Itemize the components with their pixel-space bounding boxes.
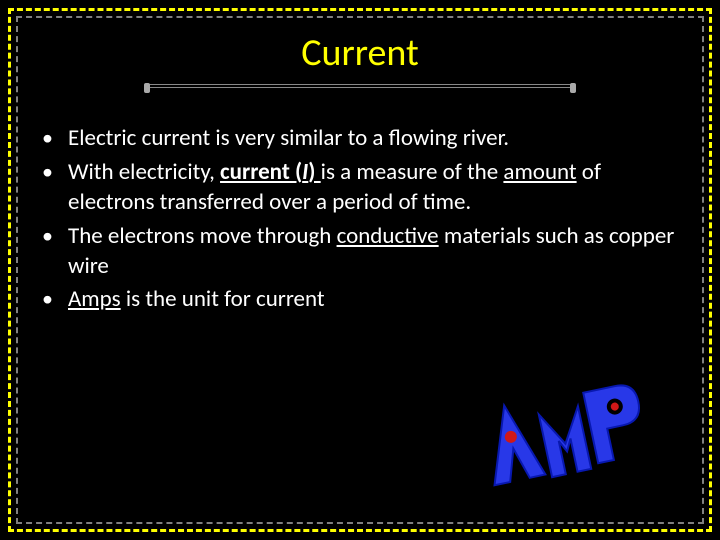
text-segment: With electricity, xyxy=(68,158,220,186)
bullet-list: Electric current is very similar to a fl… xyxy=(28,124,692,315)
text-segment: The electrons move through xyxy=(68,222,337,250)
text-segment: is the unit for current xyxy=(121,285,325,313)
bullet-item: The electrons move through conductive ma… xyxy=(42,222,692,282)
text-segment: conductive xyxy=(337,222,439,250)
text-segment: Electric current is very similar to a fl… xyxy=(68,124,509,152)
text-segment: current ( xyxy=(220,158,302,186)
text-segment: Amps xyxy=(68,285,121,313)
text-segment: is a measure of the xyxy=(321,158,504,186)
bullet-item: Electric current is very similar to a fl… xyxy=(42,124,692,154)
slide-title: Current xyxy=(28,30,692,76)
title-underline-decoration xyxy=(148,84,572,96)
bullet-item: With electricity, current (I) is a measu… xyxy=(42,158,692,218)
text-segment: ) xyxy=(308,158,320,186)
text-segment: amount xyxy=(503,158,576,186)
bullet-item: Amps is the unit for current xyxy=(42,285,692,315)
amp-logo-graphic xyxy=(468,382,658,492)
slide-content: Current Electric current is very similar… xyxy=(28,20,692,520)
